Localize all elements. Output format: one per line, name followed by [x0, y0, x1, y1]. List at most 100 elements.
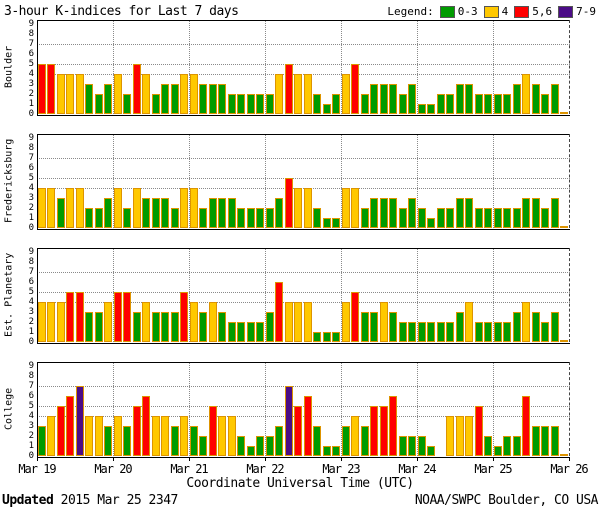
k-bar [104, 84, 112, 114]
k-bar [237, 208, 245, 228]
legend-item-4: 4 [483, 5, 508, 18]
k-bar [56, 198, 65, 228]
k-bar [94, 416, 103, 456]
k-bar [446, 208, 454, 228]
k-bar [161, 312, 169, 342]
k-bar [341, 426, 350, 456]
x-tick-label: Mar 24 [398, 462, 436, 476]
k-bar [123, 94, 131, 114]
k-bar [199, 208, 207, 228]
k-bar [389, 396, 397, 456]
k-bar [227, 322, 236, 342]
k-bar [417, 436, 426, 456]
gridline-v [493, 134, 494, 228]
k-bar [531, 312, 540, 342]
k-bar [113, 188, 122, 228]
y-tick-label: 7 [28, 39, 34, 49]
legend-swatch-icon [514, 5, 530, 18]
gridline-v [493, 362, 494, 456]
k-bar [47, 302, 55, 342]
legend-item-label: 0-3 [457, 5, 478, 18]
k-bar [503, 322, 511, 342]
k-bar [512, 312, 521, 342]
gridline-v [189, 248, 190, 342]
k-bar [151, 416, 160, 456]
k-bar [417, 208, 426, 228]
gridline-v [341, 134, 342, 228]
k-bar [189, 74, 198, 114]
y-tick-label: 5 [28, 59, 34, 69]
k-bar [180, 292, 188, 342]
k-bar [541, 94, 549, 114]
gridline-h [37, 64, 570, 65]
k-bar [379, 406, 388, 456]
x-tick-mark [569, 457, 570, 461]
k-bar [522, 302, 530, 342]
y-tick-label: 3 [28, 421, 34, 431]
k-bar [170, 312, 179, 342]
k-bar [341, 188, 350, 228]
k-bar [104, 302, 112, 342]
k-bar [170, 84, 179, 114]
k-bar [360, 94, 369, 114]
panel-border [37, 248, 570, 344]
k-bar [151, 94, 160, 114]
k-bar [398, 322, 407, 342]
k-bar [227, 416, 236, 456]
k-bar [218, 416, 226, 456]
k-bar [294, 74, 302, 114]
k-bar [455, 198, 464, 228]
k-bar [550, 84, 559, 114]
k-bar [332, 94, 340, 114]
station-label: Boulder [3, 45, 15, 89]
k-bar [370, 198, 378, 228]
k-bar [389, 84, 397, 114]
k-bar [180, 74, 188, 114]
k-bar [123, 426, 131, 456]
k-bar [66, 292, 74, 342]
y-tick-label: 4 [28, 411, 34, 421]
y-tick-label: 7 [28, 267, 34, 277]
k-bar [322, 104, 331, 114]
k-bar [351, 64, 359, 114]
x-tick-label: Mar 21 [170, 462, 208, 476]
k-bar [484, 208, 492, 228]
k-bar [465, 84, 473, 114]
station-label: Est. Planetary [3, 252, 15, 338]
k-bar [47, 64, 55, 114]
x-tick-mark [493, 457, 494, 461]
x-tick-mark [37, 457, 38, 461]
k-bar [541, 426, 549, 456]
x-tick-label: Mar 19 [18, 462, 56, 476]
y-tick-label: 2 [28, 317, 34, 327]
k-bar [37, 64, 46, 114]
x-tick-mark [417, 457, 418, 461]
y-tick-label: 8 [28, 29, 34, 39]
k-bar [351, 416, 359, 456]
y-tick-label: 7 [28, 381, 34, 391]
k-bar [237, 436, 245, 456]
gridline-h [37, 272, 570, 273]
k-bar [465, 416, 473, 456]
k-bar [484, 94, 492, 114]
k-bar [493, 94, 502, 114]
legend-swatch-icon [558, 5, 574, 18]
k-bar [180, 416, 188, 456]
k-bar [408, 436, 416, 456]
k-bar [550, 198, 559, 228]
panel-border [37, 362, 570, 458]
k-bar [275, 282, 283, 342]
k-bar [322, 446, 331, 456]
y-tick-label: 6 [28, 391, 34, 401]
gridline-h [37, 44, 570, 45]
k-bar [474, 208, 483, 228]
k-bar [303, 302, 312, 342]
k-bar [208, 84, 217, 114]
k-bar [265, 312, 274, 342]
gridline-v [189, 134, 190, 228]
y-tick-label: 8 [28, 257, 34, 267]
k-bar [303, 188, 312, 228]
y-tick-label: 1 [28, 327, 34, 337]
k-bar [104, 426, 112, 456]
k-bar [550, 426, 559, 456]
